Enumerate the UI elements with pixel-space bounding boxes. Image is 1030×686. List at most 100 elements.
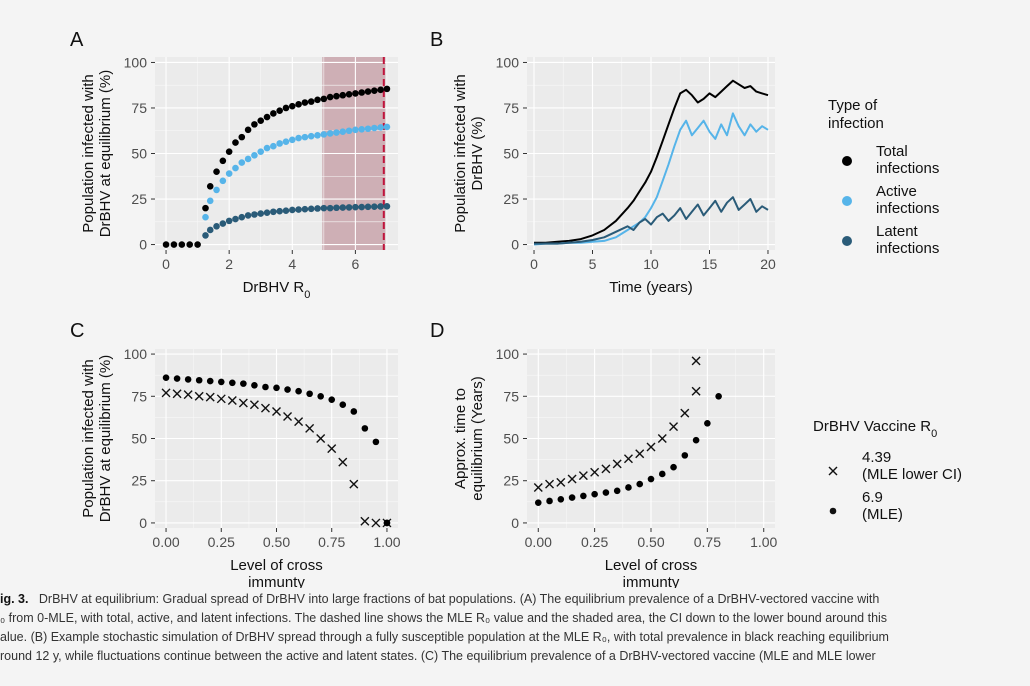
data-point (288, 136, 296, 144)
data-point (206, 226, 214, 234)
x-axis-label: Time (years) (609, 279, 693, 296)
data-point (282, 207, 290, 214)
data-point-b (305, 423, 315, 433)
legend-swatch (842, 156, 852, 166)
legend-label: infections (876, 160, 939, 177)
x-axis-label: immunty (623, 574, 680, 588)
caption-line-2: ₀ from 0-MLE, with total, active, and la… (0, 609, 1030, 628)
data-point (349, 479, 359, 489)
data-point-b (272, 406, 281, 416)
data-point (232, 139, 239, 146)
legend-label: 4.39 (862, 449, 891, 466)
data-point (320, 204, 328, 212)
data-point (288, 102, 296, 110)
y-tick-label: 75 (131, 388, 147, 404)
data-point (339, 91, 347, 99)
data-point (202, 232, 209, 239)
data-point (377, 203, 384, 210)
data-point (194, 241, 201, 248)
y-tick-label: 50 (503, 146, 519, 162)
data-point (238, 398, 248, 408)
data-point (646, 442, 656, 452)
data-point (257, 148, 265, 155)
data-point-b (567, 474, 577, 484)
data-point (217, 378, 225, 386)
data-point (307, 205, 315, 213)
data-point (225, 148, 233, 155)
data-point (249, 400, 259, 410)
x-tick-label: 0.75 (694, 534, 721, 550)
legend-label: (MLE) (862, 506, 903, 523)
data-point (194, 391, 204, 401)
figure-caption: ig. 3. DrBHV at equilibrium: Gradual spr… (0, 590, 1030, 666)
data-point (647, 475, 655, 483)
x-tick-label: 5 (589, 256, 597, 272)
data-point-b (227, 396, 237, 405)
data-point (225, 170, 233, 177)
data-point (314, 131, 321, 139)
data-point (219, 177, 227, 185)
data-point (546, 497, 553, 505)
data-point-b (161, 388, 171, 398)
data-point (263, 144, 271, 152)
data-point (364, 125, 372, 133)
data-point (371, 518, 381, 528)
y-tick-label: 25 (131, 473, 147, 489)
data-point-b (216, 394, 226, 404)
data-point (612, 459, 622, 469)
y-tick-label: 75 (503, 388, 519, 404)
y-axis-label: Approx. time to (452, 388, 469, 489)
data-point (178, 241, 186, 248)
data-point (263, 209, 271, 216)
data-point (262, 383, 269, 391)
data-point (658, 470, 666, 478)
data-point (295, 206, 302, 213)
data-point (669, 422, 679, 432)
caption-label: ig. 3. (0, 592, 29, 606)
data-point (202, 213, 209, 221)
data-point (320, 131, 328, 138)
data-point (691, 386, 701, 396)
data-point (383, 203, 391, 210)
data-point (229, 379, 236, 387)
caption-line-1: ig. 3. DrBHV at equilibrium: Gradual spr… (0, 590, 1030, 609)
data-point (238, 133, 246, 141)
data-point (590, 467, 600, 477)
data-point (219, 157, 227, 165)
x-axis-label: Level of cross (605, 557, 698, 574)
data-point (251, 121, 258, 128)
data-point (162, 241, 170, 248)
data-point (377, 86, 384, 94)
data-point (333, 204, 340, 212)
data-point (251, 211, 258, 218)
data-point-b (205, 392, 215, 402)
data-point-b (578, 471, 588, 481)
data-point (284, 386, 291, 393)
data-point (270, 110, 277, 117)
data-point (636, 480, 644, 488)
data-point (360, 516, 370, 526)
data-point-b (533, 482, 543, 492)
data-point (213, 168, 220, 176)
y-tick-label: 25 (131, 191, 147, 207)
y-tick-label: 100 (496, 54, 520, 70)
data-point (184, 376, 192, 383)
data-point (232, 164, 239, 172)
data-point-b (316, 434, 326, 443)
data-point-b (623, 454, 633, 464)
data-point (282, 104, 290, 112)
data-point (567, 474, 577, 484)
data-point (283, 412, 293, 422)
data-point (352, 203, 359, 211)
x-tick-label: 20 (760, 256, 776, 272)
data-point (358, 125, 366, 133)
legend-label: Total (876, 143, 908, 160)
data-point (338, 457, 348, 467)
data-point (206, 197, 214, 205)
data-point (240, 380, 247, 387)
data-point (578, 471, 588, 481)
data-point-b (349, 479, 359, 489)
legend-title: Type of (828, 97, 878, 114)
data-point (170, 241, 178, 248)
